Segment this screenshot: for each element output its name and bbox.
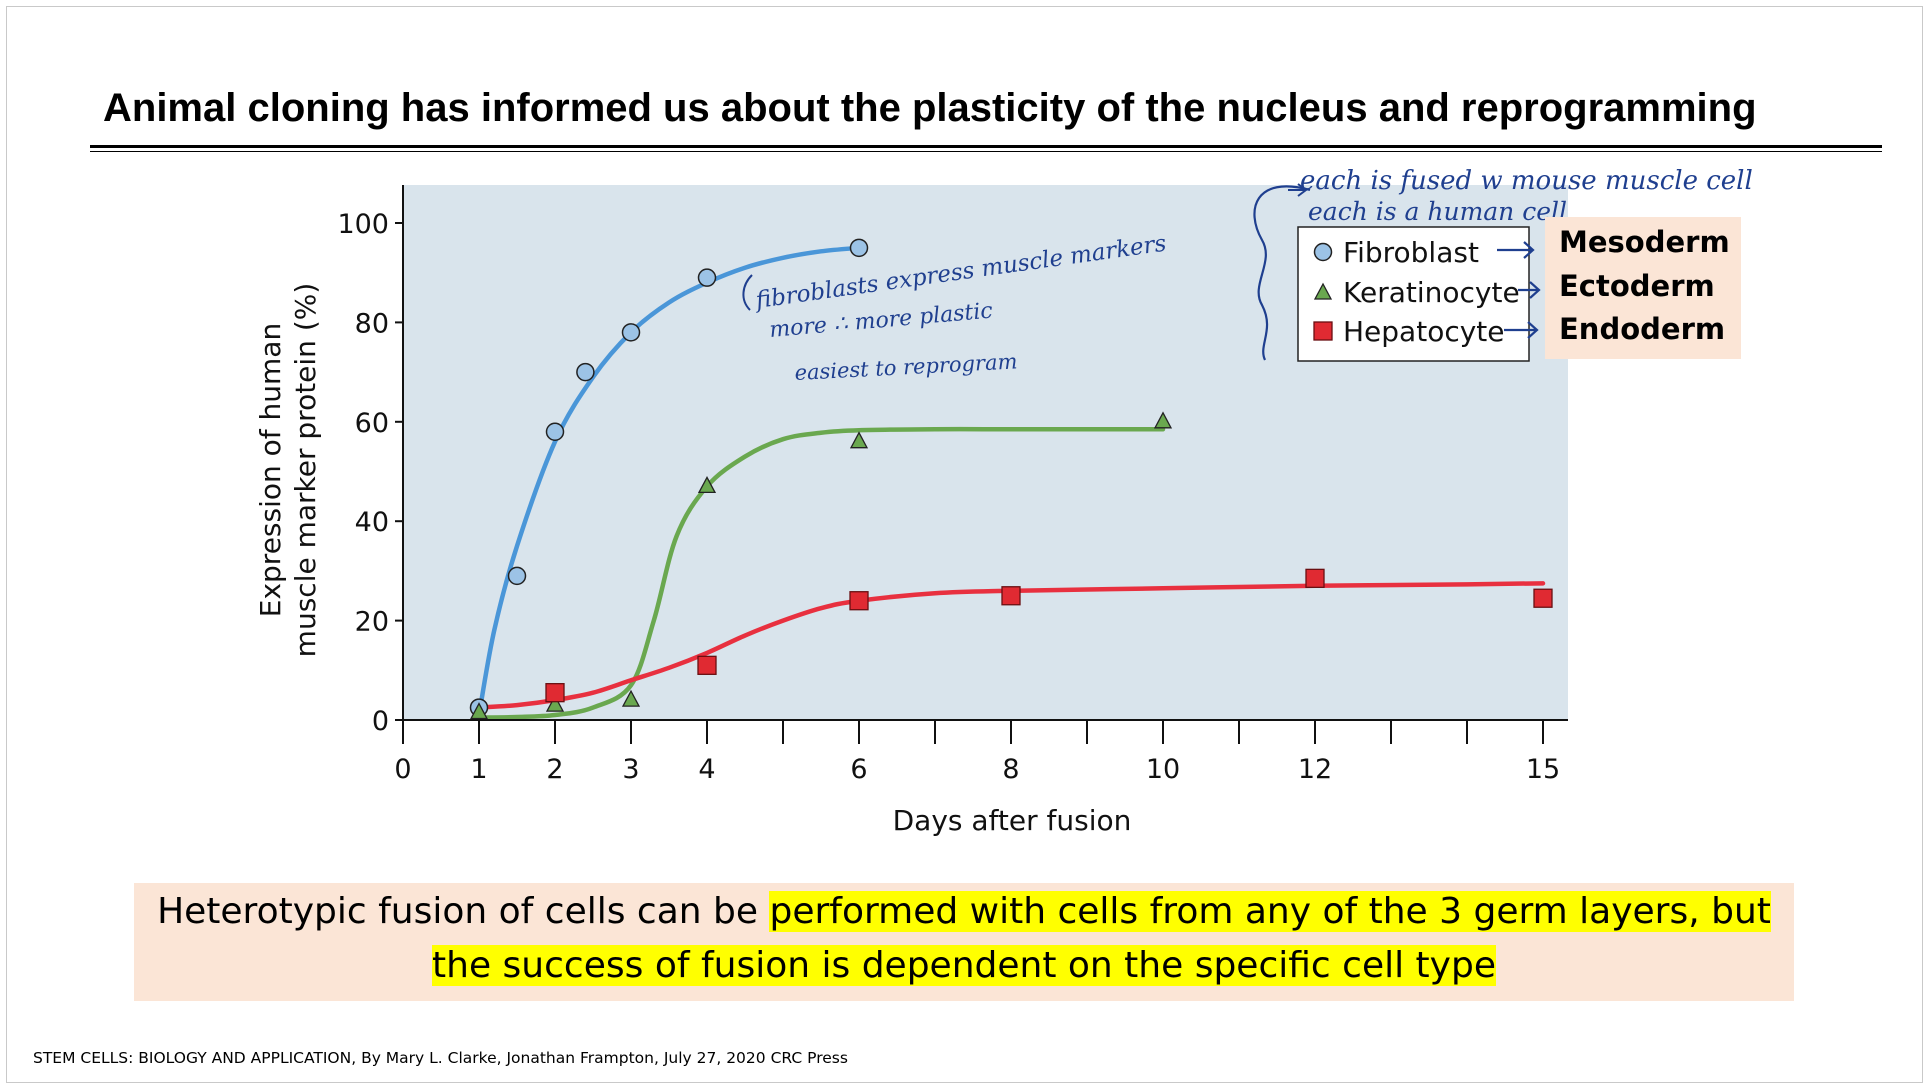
arrow-mesoderm — [1497, 241, 1535, 259]
annotation-human-cell: each is a human cell — [1308, 197, 1567, 226]
x-tick-label: 0 — [394, 754, 411, 785]
curve-hepatocyte — [476, 581, 1546, 710]
y-axis-label-line1: Expression of human — [254, 323, 287, 617]
y-tick-label: 20 — [355, 607, 389, 638]
point-fibroblast — [849, 238, 869, 258]
legend-label-hepatocyte: Hepatocyte — [1343, 315, 1505, 348]
slide-frame — [6, 6, 1923, 1083]
arrow-endoderm — [1504, 321, 1539, 339]
germ-layer-endoderm: Endoderm — [1559, 312, 1726, 346]
callout-box: Heterotypic fusion of cells can be perfo… — [134, 883, 1794, 1001]
legend-marker-fibroblast — [1313, 242, 1333, 262]
x-tick-label: 4 — [698, 754, 715, 785]
point-hepatocyte — [1001, 586, 1021, 606]
annotation-fused: each is fused w mouse muscle cell — [1300, 166, 1753, 196]
point-keratinocyte — [697, 476, 717, 494]
legend-marker-hepatocyte — [1313, 321, 1333, 341]
x-tick-label: 3 — [622, 754, 639, 785]
brace-annotation — [1253, 185, 1311, 361]
callout-highlight-1: performed with cells from any of the 3 g… — [769, 891, 1771, 932]
x-tick-label: 1 — [470, 754, 487, 785]
y-tick-label: 100 — [337, 209, 389, 240]
y-tick-label: 0 — [372, 706, 389, 737]
point-fibroblast — [545, 422, 565, 441]
legend-label-keratinocyte: Keratinocyte — [1343, 276, 1520, 309]
point-fibroblast — [576, 362, 595, 382]
bracket-annotation — [742, 274, 753, 311]
citation-footer: STEM CELLS: BIOLOGY AND APPLICATION, By … — [33, 1049, 848, 1067]
callout-line1-text: Heterotypic fusion of cells can be — [157, 891, 770, 932]
legend: Fibroblast Keratinocyte Hepatocyte — [1297, 226, 1530, 362]
germ-layer-box: Mesoderm Ectoderm Endoderm — [1545, 217, 1741, 359]
callout-highlight-2: the success of fusion is dependent on th… — [432, 945, 1496, 986]
germ-layer-ectoderm: Ectoderm — [1559, 269, 1715, 303]
legend-marker-keratinocyte — [1313, 282, 1333, 300]
x-tick-label: 6 — [850, 754, 867, 785]
y-axis-label: Expression of human muscle marker protei… — [254, 283, 322, 658]
legend-box — [1297, 226, 1530, 362]
point-fibroblast — [697, 268, 717, 287]
callout-line1: Heterotypic fusion of cells can be perfo… — [134, 891, 1794, 932]
point-fibroblast — [621, 323, 641, 342]
point-keratinocyte — [469, 702, 489, 720]
point-keratinocyte — [849, 431, 869, 449]
point-fibroblast — [507, 566, 527, 586]
point-hepatocyte — [545, 683, 565, 703]
callout-line2: the success of fusion is dependent on th… — [134, 945, 1794, 986]
arrow-ectoderm — [1518, 281, 1541, 299]
y-tick-label: 60 — [355, 408, 389, 439]
legend-label-fibroblast: Fibroblast — [1343, 236, 1479, 269]
x-tick-label: 10 — [1146, 754, 1180, 785]
germ-layer-mesoderm: Mesoderm — [1559, 225, 1730, 259]
curve-keratinocyte — [476, 426, 1166, 720]
title-divider-thin — [90, 151, 1882, 152]
point-hepatocyte — [1305, 568, 1325, 589]
y-tick-label: 80 — [355, 308, 389, 339]
data-markers — [469, 238, 1553, 720]
point-keratinocyte — [621, 689, 641, 707]
arrow-annotation — [1288, 183, 1308, 197]
point-keratinocyte — [1153, 411, 1173, 429]
point-hepatocyte — [697, 655, 717, 675]
x-axis-label: Days after fusion — [893, 804, 1132, 837]
x-tick-label: 15 — [1526, 754, 1560, 785]
x-tick-label: 2 — [546, 754, 563, 785]
y-axis-label-line2: muscle marker protein (%) — [289, 283, 322, 658]
page-title: Animal cloning has informed us about the… — [103, 86, 1757, 130]
y-tick-label: 40 — [355, 507, 389, 538]
point-hepatocyte — [1533, 588, 1553, 608]
point-hepatocyte — [849, 591, 869, 611]
x-tick-label: 12 — [1298, 754, 1332, 785]
point-keratinocyte — [545, 694, 565, 712]
x-tick-label: 8 — [1002, 754, 1019, 785]
title-divider — [90, 145, 1882, 148]
